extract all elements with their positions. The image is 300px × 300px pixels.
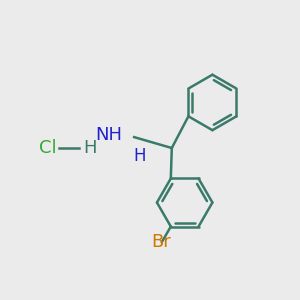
Text: NH: NH xyxy=(95,126,122,144)
Text: H: H xyxy=(134,147,146,165)
Text: H: H xyxy=(84,139,97,157)
Text: Br: Br xyxy=(151,233,171,251)
Text: Cl: Cl xyxy=(39,139,57,157)
